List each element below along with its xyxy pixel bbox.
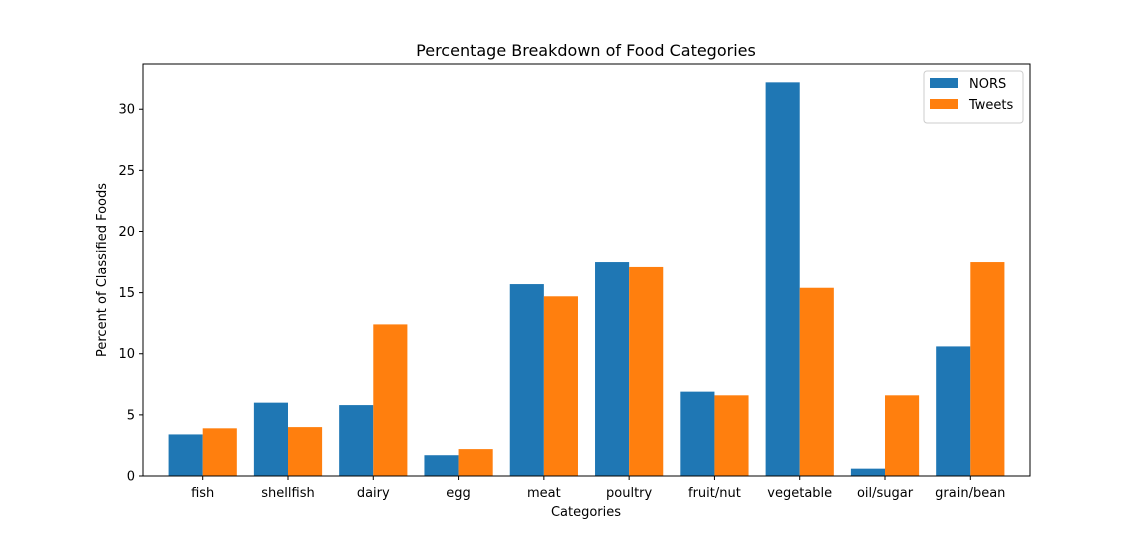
bar-tweets-egg: [458, 449, 493, 476]
bars-layer: [168, 82, 1005, 476]
bar-nors-dairy: [339, 405, 374, 476]
x-tick-label: shellfish: [261, 486, 314, 501]
bar-tweets-shellfish: [287, 427, 323, 476]
y-tick-label: 10: [118, 347, 135, 362]
x-tick-label: vegetable: [767, 486, 832, 501]
bar-nors-vegetable: [765, 82, 800, 476]
legend: NORS Tweets: [923, 70, 1024, 124]
bar-nors-fruit-nut: [680, 391, 715, 476]
x-tick-label: fish: [191, 486, 214, 501]
y-tick-label: 15: [118, 286, 135, 301]
legend-swatch-tweets: [930, 99, 958, 109]
x-tick-label: fruit/nut: [688, 486, 741, 501]
bar-nors-poultry: [595, 262, 630, 476]
y-tick-label: 0: [127, 470, 135, 485]
bar-tweets-dairy: [373, 324, 408, 476]
legend-swatch-nors: [930, 78, 958, 88]
bar-tweets-vegetable: [799, 287, 834, 476]
x-tick-label: dairy: [357, 486, 390, 501]
bar-tweets-fruit-nut: [714, 395, 749, 476]
bar-nors-egg: [424, 455, 459, 476]
x-tick-label: grain/bean: [935, 486, 1005, 501]
x-tick-label: egg: [446, 486, 471, 501]
chart-title: Percentage Breakdown of Food Categories: [416, 41, 756, 60]
plot-frame: [142, 63, 1031, 477]
x-tick-label: meat: [527, 486, 561, 501]
bar-nors-shellfish: [253, 402, 288, 476]
bar-nors-oil-sugar: [850, 468, 886, 476]
bar-tweets-oil-sugar: [885, 395, 920, 476]
y-tick-label: 30: [118, 103, 135, 118]
y-tick-label: 25: [118, 164, 135, 179]
bar-nors-fish: [168, 434, 203, 476]
x-axis-title: Categories: [551, 505, 621, 520]
y-tick-label: 20: [118, 225, 135, 240]
bar-nors-grain-bean: [936, 346, 971, 476]
bar-tweets-meat: [543, 296, 578, 476]
legend-label-tweets: Tweets: [968, 98, 1014, 113]
axes-layer: 0 5 10 15 20 25 30 fish shellfish dairy egg meat pou…: [118, 63, 1031, 501]
bar-tweets-fish: [202, 428, 237, 476]
bar-nors-meat: [509, 284, 544, 476]
y-axis-title: Percent of Classified Foods: [95, 183, 110, 357]
bar-tweets-poultry: [629, 266, 664, 476]
x-tick-label: oil/sugar: [857, 486, 914, 501]
legend-label-nors: NORS: [969, 77, 1006, 92]
x-tick-label: poultry: [606, 486, 652, 501]
bar-tweets-grain-bean: [970, 262, 1005, 476]
y-tick-label: 5: [127, 408, 135, 423]
